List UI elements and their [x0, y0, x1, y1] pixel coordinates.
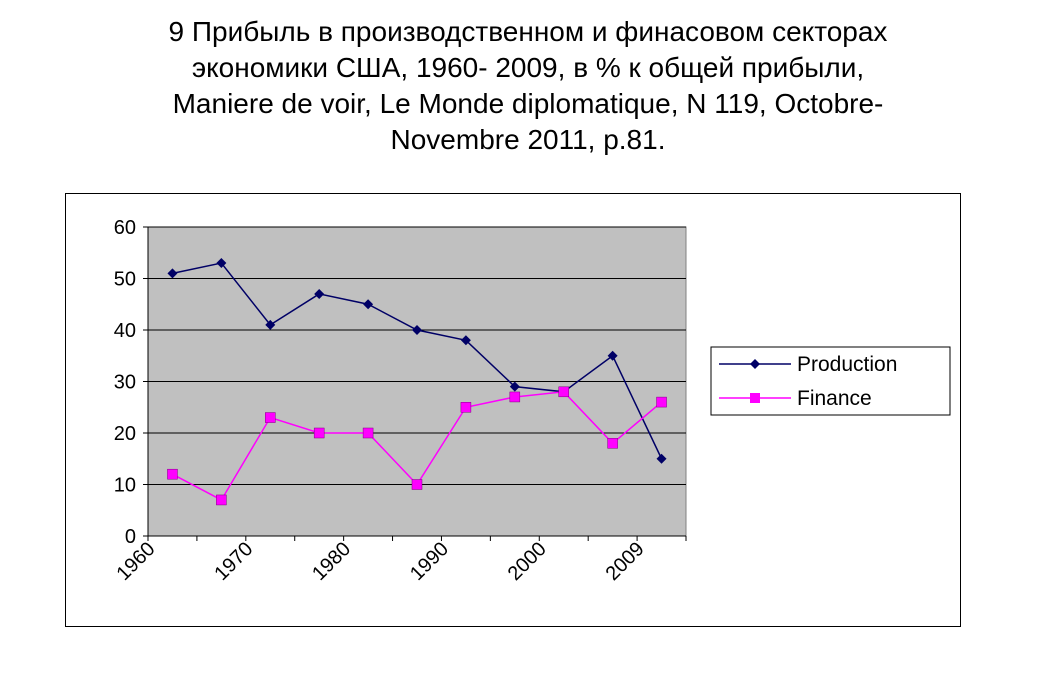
title-line-1: 9 Прибыль в производственном и финасовом…	[168, 16, 888, 47]
y-tick-label: 10	[114, 475, 136, 497]
x-tick-label: 2009	[602, 538, 649, 585]
data-point-finance	[607, 438, 618, 449]
title-line-4: Novembre 2011, p.81.	[390, 124, 666, 155]
y-tick-label: 50	[114, 269, 136, 291]
data-point-production	[656, 453, 667, 464]
data-point-production	[265, 319, 276, 330]
x-tick-label: 1960	[113, 538, 160, 585]
x-tick-label: 1980	[308, 538, 355, 585]
legend-marker-finance	[750, 393, 760, 403]
data-point-finance	[460, 402, 472, 413]
y-tick-label: 40	[114, 320, 136, 342]
data-point-finance	[167, 468, 178, 480]
data-point-finance	[558, 386, 569, 398]
data-point-finance	[362, 427, 374, 439]
title-line-2: экономики США, 1960- 2009, в % к общей п…	[191, 52, 865, 83]
data-point-finance	[509, 391, 521, 403]
data-point-finance	[656, 396, 667, 408]
title-line-3: Maniere de voir, Le Monde diplomatique, …	[172, 88, 884, 119]
legend-label-production: Production	[797, 353, 897, 376]
page-title: 9 Прибыль в производственном и финасовом…	[40, 14, 1016, 158]
legend	[710, 346, 951, 416]
data-point-production	[314, 288, 325, 299]
data-point-production	[509, 381, 520, 392]
y-tick-label: 20	[114, 423, 136, 445]
data-point-production	[167, 268, 178, 279]
data-point-finance	[216, 494, 227, 506]
x-tick-label: 1970	[210, 538, 257, 585]
y-tick-label: 60	[114, 217, 136, 239]
data-point-production	[607, 350, 618, 361]
x-tick-label: 1990	[406, 538, 453, 585]
data-point-production	[216, 258, 227, 269]
data-point-production	[412, 325, 422, 335]
x-tick-label: 2000	[504, 538, 551, 585]
legend-marker-production	[750, 359, 760, 369]
y-tick-label: 0	[125, 526, 136, 548]
data-point-production	[363, 299, 374, 310]
data-point-finance	[411, 479, 423, 490]
y-tick-label: 30	[114, 372, 136, 394]
data-point-production	[460, 335, 471, 346]
data-point-finance	[265, 412, 276, 423]
data-point-finance	[313, 427, 325, 439]
legend-label-finance: Finance	[797, 387, 872, 410]
